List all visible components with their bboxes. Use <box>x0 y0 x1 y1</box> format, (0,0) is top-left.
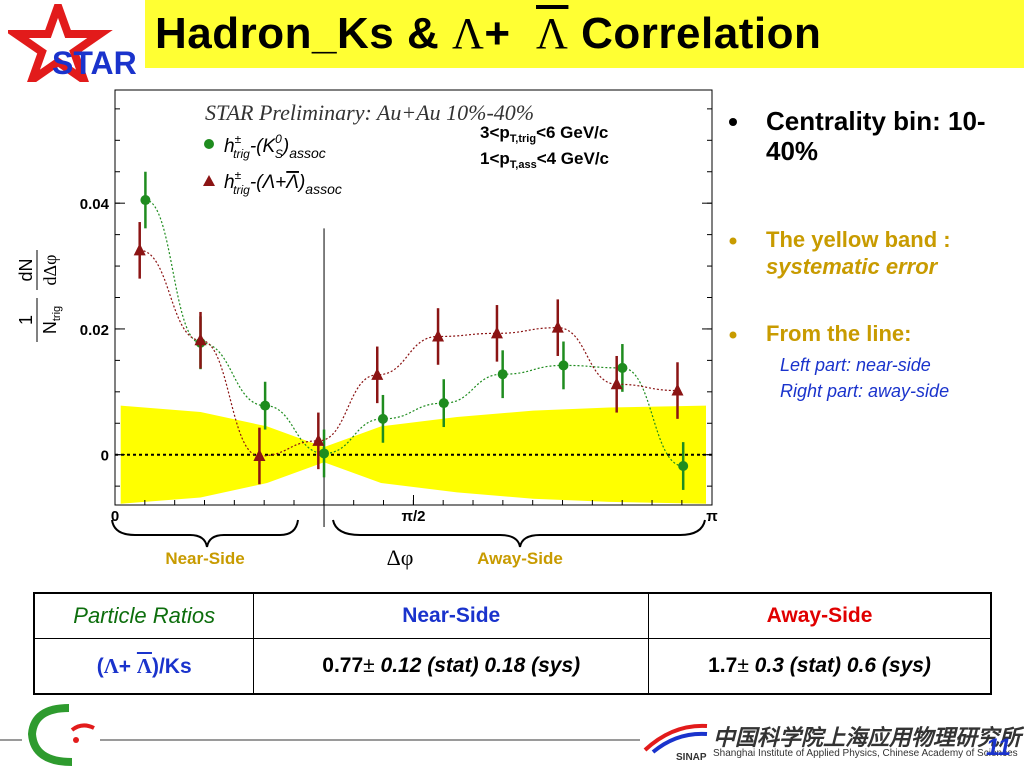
y-axis-label-dphi: dΔφ <box>40 255 60 286</box>
correlation-plot: 0 0.02 0.04 0 π/2 π STAR Preliminary: Au+Au … <box>16 89 718 570</box>
sinap-label: SINAP <box>676 752 707 763</box>
lambda-point <box>253 448 266 461</box>
y-tick-label: 0 <box>101 448 109 465</box>
systematic-band <box>120 405 706 504</box>
sinap-logo-icon <box>643 723 708 754</box>
ks-point <box>319 448 330 459</box>
x-tick-label: π <box>706 508 718 525</box>
legend-ks-marker <box>204 139 214 149</box>
ptrig-cut-label: 3<pT,trig<6 GeV/c <box>480 123 608 145</box>
bullet-yellow-band: The yellow band : systematic error <box>766 226 1016 280</box>
bullet-2-icon <box>729 237 737 245</box>
bullet-from-line: From the line: <box>766 321 912 346</box>
ks-point <box>438 398 449 409</box>
lambda-point <box>133 243 146 256</box>
lambda-point <box>551 320 564 333</box>
slide-title: Hadron_Ks & Λ+ Λ Correlation <box>155 8 821 59</box>
lambda-point <box>432 329 445 342</box>
legend-lambda-marker <box>203 175 215 186</box>
near-side-value-cell: 0.77± 0.12 (stat) 0.18 (sys) <box>253 638 650 695</box>
lambda-point <box>194 333 207 346</box>
star-logo: STAR <box>8 4 137 82</box>
title-part1: Hadron_Ks & <box>155 9 452 58</box>
away-side-brace <box>332 519 706 548</box>
lambda-point <box>312 433 325 446</box>
x-tick-label: 0 <box>111 508 119 525</box>
ks-point <box>377 413 388 424</box>
table-header-row: Particle Ratios Near-Side Away-Side <box>33 592 992 639</box>
y-tick-label: 0.02 <box>80 322 109 339</box>
header-particle-ratios: Particle Ratios <box>33 592 255 639</box>
logo-text: STAR <box>52 45 137 81</box>
title-lambda-bar: Λ <box>536 9 569 58</box>
title-lambda: Λ <box>451 9 485 58</box>
particle-ratio-table: Particle Ratios Near-Side Away-Side (Λ+ … <box>33 592 992 695</box>
bullet-1-icon <box>729 118 737 126</box>
lambda-point <box>490 326 503 339</box>
institute-name-chinese: 中国科学院上海应用物理研究所 <box>713 725 1022 751</box>
y-tick-label: 0.04 <box>80 196 110 213</box>
cas-logo-icon <box>27 704 95 766</box>
bullet-centrality: Centrality bin: 10-40% <box>766 106 986 166</box>
footer-divider-left <box>0 739 22 741</box>
yellow-band-italic: systematic error <box>766 254 938 279</box>
legend-lambda-label: h± trig-(Λ+Λ)assoc <box>224 168 342 197</box>
institute-name-english: Shanghai Institute of Applied Physics, C… <box>713 748 1018 759</box>
ks-point <box>140 195 151 206</box>
lambda-point <box>371 367 384 380</box>
x-tick-label: π/2 <box>402 508 426 525</box>
ks-point <box>678 461 689 472</box>
bullet-3-icon <box>729 331 737 339</box>
away-side-label: Away-Side <box>477 549 563 568</box>
near-side-label: Near-Side <box>165 549 244 568</box>
away-side-value-cell: 1.7± 0.3 (stat) 0.6 (sys) <box>648 638 992 695</box>
ks-point <box>497 369 508 380</box>
table-row: (Λ+ Λ)/Ks 0.77± 0.12 (stat) 0.18 (sys) 1… <box>33 638 992 695</box>
page-number: 11 <box>986 734 1011 761</box>
x-axis-label: Δφ <box>387 545 414 570</box>
passoc-cut-label: 1<pT,ass<4 GeV/c <box>480 149 609 171</box>
yellow-band-prefix: The yellow band : <box>766 227 951 252</box>
left-part-note: Left part: near-side <box>780 355 931 375</box>
title-bar <box>145 0 1024 68</box>
y-axis-label: 1 Ntrig dN dΔφ <box>16 250 63 342</box>
y-axis-label-ntrig: Ntrig <box>40 306 63 334</box>
near-side-brace <box>111 519 299 548</box>
ks-point <box>558 360 569 371</box>
preliminary-label: STAR Preliminary: Au+Au 10%-40% <box>205 100 534 125</box>
title-part2: Correlation <box>568 9 822 58</box>
header-away-side: Away-Side <box>648 592 992 639</box>
ks-point <box>617 362 628 373</box>
ratio-label-cell: (Λ+ Λ)/Ks <box>33 638 255 695</box>
star-shape-icon <box>8 4 113 82</box>
y-axis-label-one: 1 <box>16 315 36 325</box>
lambda-point <box>610 377 623 390</box>
legend-ks-label: h± trig-(K0 S)assoc <box>224 132 326 161</box>
right-part-note: Right part: away-side <box>780 381 950 401</box>
y-axis-label-dn: dN <box>16 258 36 281</box>
title-plus: + <box>484 9 524 58</box>
footer-divider <box>100 739 640 741</box>
ks-point <box>260 400 271 411</box>
lambda-point <box>671 383 684 396</box>
header-near-side: Near-Side <box>253 592 650 639</box>
